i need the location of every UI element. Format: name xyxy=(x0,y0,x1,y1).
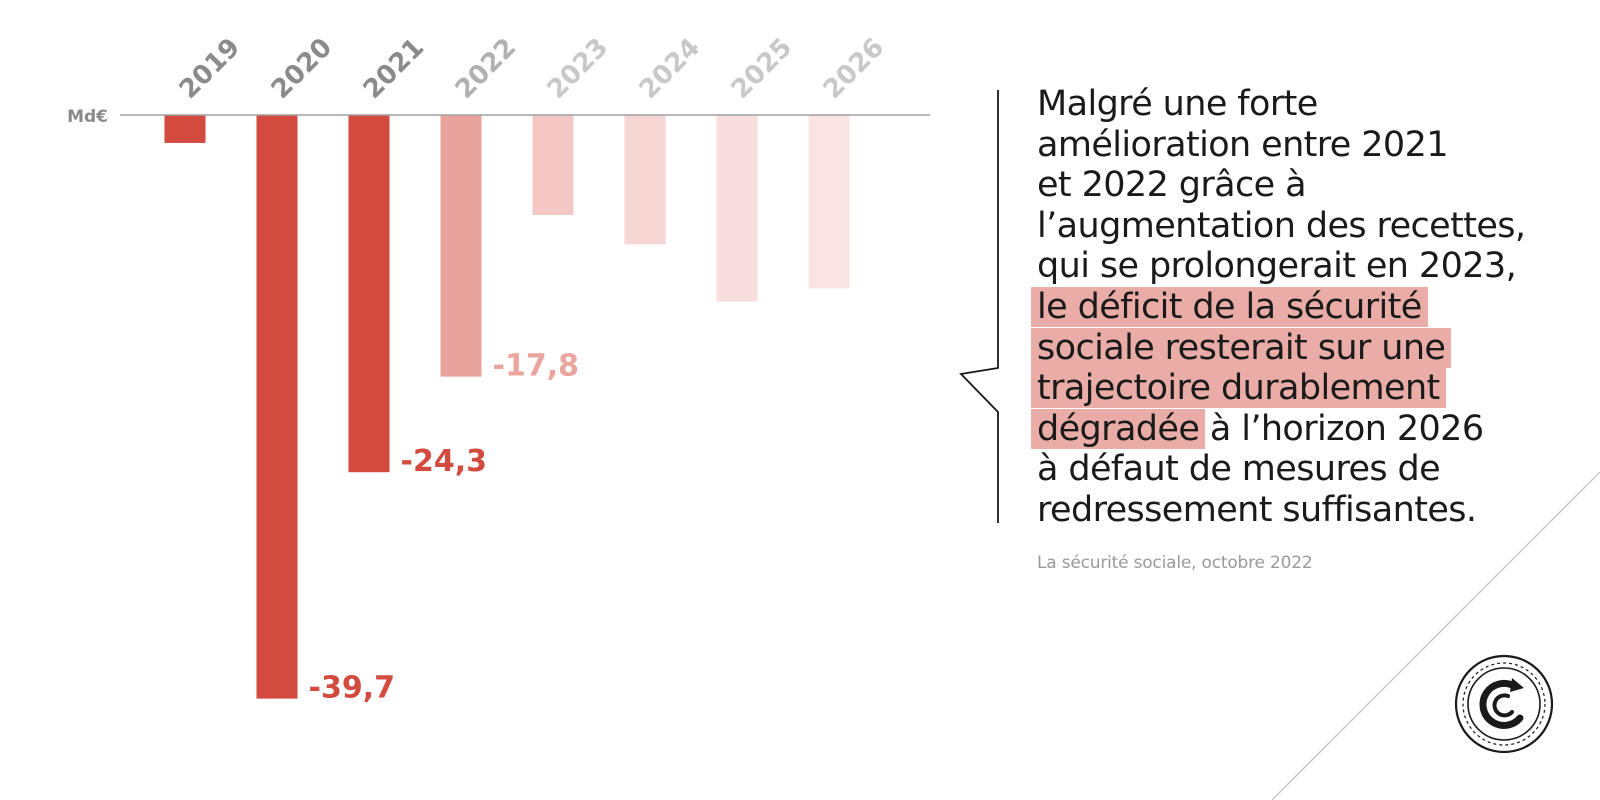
highlight: le déficit de la sécurité xyxy=(1031,286,1428,327)
deficit-bar-chart: Md€2019 2020 2021 2022 2023 2024 2025 2026-39,7… xyxy=(67,33,930,706)
quote-line-mixed: dégradée à l’horizon 2026 xyxy=(1031,408,1577,450)
quote-line-highlighted: sociale resterait sur une xyxy=(1031,327,1577,369)
bar-2019 xyxy=(164,115,206,143)
quote-line: à défaut de mesures de xyxy=(1037,449,1441,490)
source-caption: La sécurité sociale, octobre 2022 xyxy=(1037,553,1313,573)
quote-line: Malgré une forte xyxy=(1037,84,1318,124)
bar-2025 xyxy=(716,115,758,302)
quote-text-rest: à l’horizon 2026 xyxy=(1199,408,1484,449)
bar-2021 xyxy=(348,115,390,473)
quote-line-highlighted: le déficit de la sécurité xyxy=(1031,286,1577,328)
quote-line: amélioration entre 2021 xyxy=(1037,124,1449,165)
data-label: -17,8 xyxy=(493,349,579,384)
quote-line: et 2022 grâce à xyxy=(1037,165,1307,206)
data-label: -39,7 xyxy=(309,671,395,706)
quote-line: qui se prolongerait en 2023, xyxy=(1037,246,1517,287)
bar-2024 xyxy=(624,115,666,245)
speech-bracket-icon xyxy=(959,90,999,523)
quote-line-highlighted: trajectoire durablement xyxy=(1031,368,1577,409)
logo-seal-icon xyxy=(1454,654,1554,754)
highlight: trajectoire durablement xyxy=(1031,368,1446,409)
quote-line: redressement suffisantes. xyxy=(1037,489,1477,530)
bar-2023 xyxy=(532,115,574,215)
bar-2022 xyxy=(440,115,482,377)
quote-text: Malgré une forte amélioration entre 2021… xyxy=(1031,84,1577,531)
y-unit-label: Md€ xyxy=(67,107,108,127)
bar-2020 xyxy=(256,115,298,699)
bar-2026 xyxy=(808,115,850,289)
highlight: sociale resterait sur une xyxy=(1031,327,1452,368)
quote-line: l’augmentation des recettes, xyxy=(1037,205,1526,246)
data-label: -24,3 xyxy=(401,444,487,479)
highlight: dégradée xyxy=(1031,408,1206,449)
corner-diagonal-line xyxy=(1271,471,1600,800)
